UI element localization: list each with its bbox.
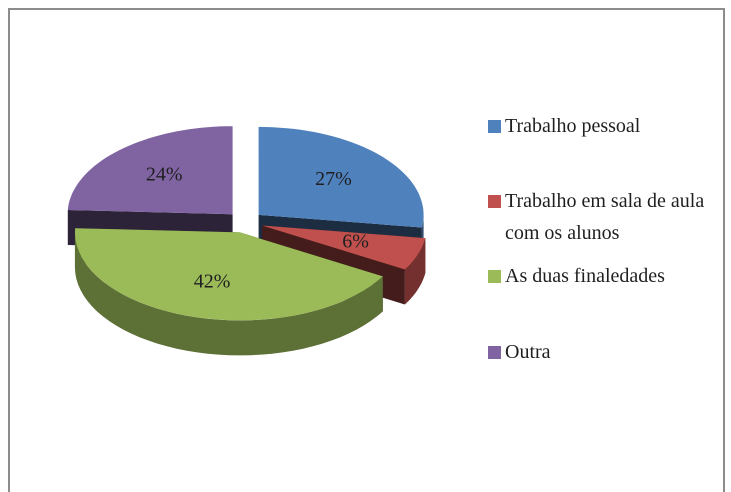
legend-swatch	[488, 346, 501, 359]
slice-top	[67, 126, 233, 215]
legend-swatch	[488, 270, 501, 283]
legend-label: As duas finaledades	[505, 265, 665, 287]
pie-slice	[74, 228, 383, 356]
legend-label: Trabalho em sala de aula com os alunos	[505, 190, 705, 244]
legend-item: Trabalho em sala de aula com os alunos	[488, 185, 713, 249]
legend-item: Trabalho pessoal	[488, 110, 713, 142]
legend-item: As duas finaledades	[488, 260, 713, 292]
chart-frame	[8, 8, 725, 492]
data-label: 24%	[146, 164, 183, 186]
slice-top	[75, 228, 383, 321]
legend-swatch	[488, 120, 501, 133]
slice-wall	[404, 238, 426, 305]
slice-top	[258, 126, 424, 228]
slice-wall	[74, 232, 383, 356]
legend-swatch	[488, 195, 501, 208]
data-label: 27%	[315, 168, 352, 190]
legend-label: Outra	[505, 341, 551, 363]
slice-top	[262, 225, 426, 270]
data-label: 42%	[194, 271, 231, 293]
legend-label: Trabalho pessoal	[505, 115, 641, 137]
legend-item: Outra	[488, 336, 713, 368]
data-label: 6%	[342, 230, 369, 252]
